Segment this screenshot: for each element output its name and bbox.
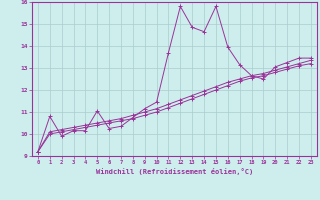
X-axis label: Windchill (Refroidissement éolien,°C): Windchill (Refroidissement éolien,°C): [96, 168, 253, 175]
